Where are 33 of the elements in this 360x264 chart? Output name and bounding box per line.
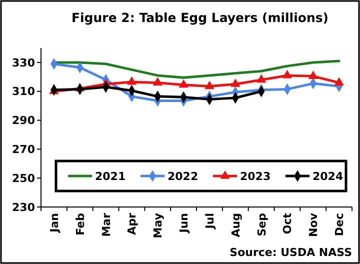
- point: [204, 80, 214, 90]
- x-tick-label: Feb: [74, 212, 87, 236]
- point: [256, 74, 266, 83]
- legend-label: 2021: [95, 170, 126, 183]
- x-tick-label: Jan: [48, 213, 61, 234]
- point: [282, 70, 292, 78]
- y-tick-label: 230: [12, 200, 36, 214]
- y-tick-label: 290: [12, 114, 36, 128]
- source-note: Source: USDA NASS: [230, 246, 352, 259]
- x-tick-label: Aug: [229, 213, 242, 238]
- chart-title: Figure 2: Table Egg Layers (millions): [71, 10, 329, 25]
- point: [152, 77, 162, 86]
- point: [126, 76, 137, 85]
- y-tick-label: 250: [12, 172, 36, 185]
- x-tick-label: May: [152, 213, 165, 238]
- x-tick-label: Jul: [203, 213, 216, 230]
- legend-label: 2023: [240, 170, 271, 183]
- x-tick-label: Dec: [333, 213, 346, 236]
- point: [308, 70, 318, 79]
- point: [230, 78, 240, 87]
- legend-label: 2022: [168, 170, 198, 183]
- x-tick-label: Nov: [307, 212, 320, 237]
- legend-label: 2024: [312, 170, 344, 183]
- point: [334, 77, 344, 86]
- x-tick-label: Oct: [281, 213, 294, 234]
- y-tick-label: 270: [12, 143, 36, 156]
- y-tick-label: 330: [12, 56, 36, 70]
- x-tick-label: Apr: [126, 212, 139, 235]
- point: [178, 79, 188, 88]
- y-tick-label: 310: [12, 85, 36, 98]
- x-tick-label: Jun: [178, 213, 191, 234]
- x-tick-label: Mar: [100, 212, 113, 237]
- x-tick-label: Sep: [255, 212, 268, 236]
